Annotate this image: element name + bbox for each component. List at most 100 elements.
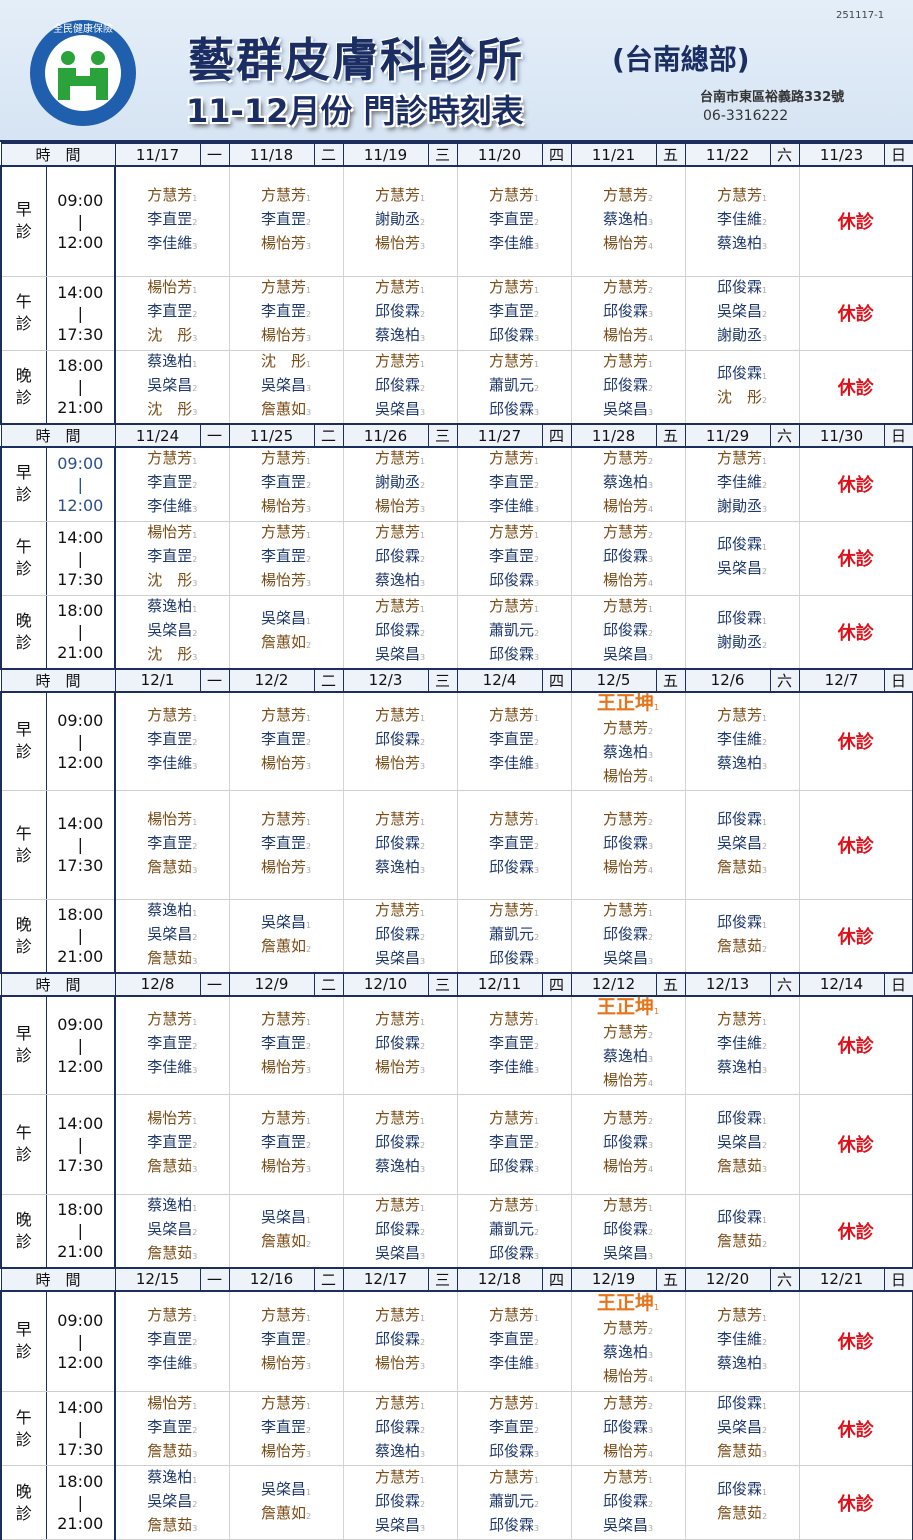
doctor-order: 1 — [761, 1401, 768, 1411]
date-cell: 12/3 — [342, 667, 429, 693]
page-header: 全民健康保險 藝群皮膚科診所 11-12月份 門診時刻表 (台南總部) 台南市東… — [0, 0, 913, 142]
doctor-name: 吳棨昌 — [260, 1479, 306, 1498]
doctor-order: 2 — [305, 310, 312, 319]
doctor-name: 詹慧茹 — [147, 1243, 193, 1262]
doctor-name: 詹慧茹 — [147, 1515, 193, 1534]
doctor-name: 邱俊霖 — [374, 833, 420, 852]
session-time: 18:00 | 21:00 — [45, 898, 117, 973]
doctor-name: 吳棨昌 — [716, 559, 762, 577]
weekday-cell: 六 — [769, 667, 800, 693]
doctor-entry: 李直罡2 — [116, 1132, 229, 1156]
time-end: 17:30 — [57, 1440, 104, 1459]
doctor-name: 邱俊霖 — [716, 363, 762, 382]
doctor-entry: 謝勛丞3 — [686, 496, 799, 520]
doctor-name: 邱俊霖 — [716, 1393, 762, 1412]
doctor-order: 1 — [305, 531, 312, 540]
doctor-entry: 吳棨昌2 — [116, 1491, 229, 1515]
doctor-name: 李直罡 — [488, 547, 534, 565]
doctor-cell: 方慧芳2 蔡逸柏3 楊怡芳4 — [570, 165, 686, 277]
doctor-entry: 吳棨昌3 — [344, 1243, 457, 1267]
doctor-order: 3 — [533, 1251, 540, 1261]
doctor-cell: 方慧芳1 謝勛丞2 楊怡芳3 — [342, 165, 458, 277]
doctor-order: 1 — [761, 714, 768, 723]
doctor-order: 2 — [761, 218, 768, 228]
doctor-cell: 休診 — [798, 1193, 913, 1268]
doctor-order: 3 — [533, 1165, 540, 1174]
doctor-name: 吳棨昌 — [147, 924, 193, 943]
doctor-order: 3 — [419, 652, 426, 662]
doctor-order: 3 — [533, 1066, 540, 1075]
session-row: 晚診 18:00 | 21:00 蔡逸柏1 吳棨昌2 詹慧茹3 吳棨昌1 詹蕙如2 方慧芳1 邱俊霖… — [0, 898, 913, 973]
doctor-name: 李直罡 — [147, 1330, 193, 1349]
doctor-name: 方慧芳 — [488, 1195, 534, 1214]
doctor-name: 蔡逸柏 — [374, 571, 420, 589]
doctor-name: 沈 彤 — [260, 351, 306, 370]
session-label-char: 診 — [15, 485, 32, 505]
date-cell: 12/5 — [570, 667, 657, 693]
session-row: 晚診 18:00 | 21:00 蔡逸柏1 吳棨昌2 沈 彤3 沈 彤1 吳棨昌3 詹蕙如3 方慧芳… — [0, 349, 913, 425]
doctor-entry: 蔡逸柏1 — [116, 596, 229, 620]
doctor-cell: 休診 — [798, 1290, 913, 1392]
doctor-entry: 方慧芳1 — [458, 1305, 571, 1329]
session-row: 早診 09:00 | 12:00 方慧芳1 李直罡2 李佳維3 方慧芳1 李直罡2 楊怡芳3 方慧芳… — [0, 1290, 913, 1392]
doctor-order: 1 — [533, 1117, 540, 1126]
doctor-entry: 方慧芳2 — [572, 185, 685, 209]
doctor-name: 邱俊霖 — [716, 1109, 762, 1127]
doctor-order: 2 — [305, 944, 312, 954]
doctor-order: 1 — [533, 359, 540, 369]
doctor-name: 吳棨昌 — [147, 1219, 193, 1238]
doctor-entry: 方慧芳2 — [572, 1393, 685, 1417]
doctor-entry: 李佳維2 — [686, 1329, 799, 1353]
doctor-name: 沈 彤 — [147, 399, 193, 418]
weekday-cell: 四 — [541, 142, 572, 167]
doctor-entry: 邱俊霖3 — [572, 833, 685, 857]
doctor-entry: 李佳維3 — [458, 496, 571, 520]
doctor-order: 2 — [647, 531, 654, 540]
doctor-entry: 吳棨昌1 — [230, 1207, 343, 1231]
doctor-name: 楊怡芳 — [260, 1058, 306, 1076]
session-label: 晚診 — [0, 349, 47, 425]
doctor-order: 2 — [761, 310, 768, 319]
time-start: 14:00 — [57, 1113, 104, 1133]
doctor-entry: 李直罡2 — [116, 1033, 229, 1057]
doctor-order: 3 — [305, 865, 312, 875]
doctor-entry: 方慧芳1 — [230, 1393, 343, 1417]
doctor-name: 邱俊霖 — [374, 302, 420, 320]
doctor-cell: 方慧芳1 李直罡2 邱俊霖3 — [456, 789, 572, 900]
doctor-entry: 李直罡2 — [230, 1329, 343, 1353]
doctor-name: 方慧芳 — [374, 706, 420, 724]
doctor-order: 1 — [533, 286, 540, 295]
doctor-cell: 方慧芳1 謝勛丞2 楊怡芳3 — [342, 446, 458, 522]
doctor-entry: 楊怡芳3 — [344, 233, 457, 257]
weekday-cell: 一 — [199, 1266, 230, 1292]
weekday-cell: 五 — [655, 667, 686, 693]
session-label: 午診 — [0, 275, 47, 351]
date-cell: 11/28 — [570, 423, 657, 448]
doctor-order: 1 — [419, 604, 426, 614]
doctor-cell: 方慧芳1 李直罡2 李佳維3 — [456, 446, 572, 522]
doctor-name: 楊怡芳 — [260, 1354, 306, 1373]
doctor-order: 2 — [533, 738, 540, 747]
doctor-entry: 蔡逸柏3 — [572, 1342, 685, 1366]
doctor-name: 李直罡 — [488, 302, 534, 320]
doctor-order: 1 — [305, 1401, 312, 1411]
doctor-entry: 吳棨昌3 — [230, 375, 343, 399]
doctor-entry: 李直罡2 — [458, 209, 571, 233]
doctor-name: 方慧芳 — [602, 523, 648, 541]
doctor-name: 邱俊霖 — [602, 833, 648, 852]
weekday-cell: 五 — [655, 423, 686, 448]
doctor-name: 蔡逸柏 — [374, 1157, 420, 1175]
doctor-entry: 李直罡2 — [230, 833, 343, 857]
doctor-entry: 李直罡2 — [458, 1033, 571, 1057]
session-row: 晚診 18:00 | 21:00 蔡逸柏1 吳棨昌2 詹慧茹3 吳棨昌1 詹蕙如2 方慧芳1 邱俊霖… — [0, 1465, 913, 1540]
date-cell: 12/2 — [228, 667, 315, 693]
doctor-order: 1 — [305, 359, 312, 369]
doctor-order: 3 — [647, 750, 654, 760]
weekday-cell: 日 — [883, 971, 913, 997]
doctor-name: 李直罡 — [260, 730, 306, 748]
doctor-order: 1 — [192, 1117, 198, 1126]
doctor-entry: 王正坤1 — [572, 1292, 685, 1318]
doctor-order: 2 — [419, 310, 426, 319]
doctor-cell: 休診 — [798, 275, 913, 351]
doctor-entry: 邱俊霖2 — [572, 375, 685, 399]
